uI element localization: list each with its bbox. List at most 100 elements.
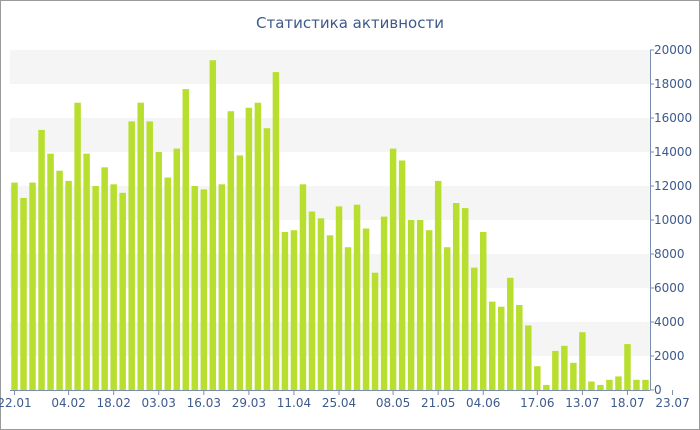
x-tick-label: 11.04 [277,396,311,410]
bar [326,235,334,390]
bar [552,350,559,390]
bar [290,230,298,390]
y-tick-label: 12000 [654,179,692,193]
bar [606,379,613,390]
bar [65,180,72,390]
y-tick-label: 20000 [654,43,692,57]
bar [299,184,307,390]
bar [164,177,171,390]
bar [227,111,235,390]
y-tick-label: 10000 [654,213,692,227]
bar [362,228,370,390]
bar [11,182,18,390]
bar [534,366,541,390]
x-tick-label: 13.07 [565,396,599,410]
y-tick-label: 2000 [654,349,685,363]
y-tick-labels: 0 2000 4000 6000 8000 10000 12000 14000 16000 180… [650,43,692,397]
bar [128,121,135,391]
x-tick-label: 16.03 [187,396,221,410]
x-tick-label: 04.06 [466,396,500,410]
bar [525,325,532,390]
bar [624,344,631,390]
chart-title: Статистика активности [256,14,444,32]
x-tick-labels: 22.01 04.02 18.02 03.03 16.03 29.03 11.04 25.04… [0,390,690,410]
y-tick-label: 8000 [654,247,685,261]
bar [479,231,487,390]
bar [642,379,649,390]
x-tick-label: 04.02 [51,396,85,410]
x-tick-label: 08.05 [376,396,410,410]
bar [543,384,550,390]
bar [434,180,442,390]
bar [173,148,181,390]
bar [317,218,325,390]
y-tick-label: 0 [654,383,662,397]
bar [443,247,451,390]
bar [588,381,595,390]
bar [507,277,514,390]
bar [389,148,397,390]
bar [335,206,343,390]
bar [263,128,271,390]
x-tick-label: 21.05 [421,396,455,410]
bar [20,197,27,390]
bar [218,184,226,390]
bar [425,230,433,390]
bar [74,102,81,390]
bar [489,301,496,390]
x-tick-label: 22.01 [0,396,32,410]
x-tick-label: 17.06 [520,396,554,410]
bar [570,362,577,390]
bar [380,216,388,390]
y-tick-label: 4000 [654,315,685,329]
bar [561,345,568,390]
bar [182,89,190,390]
y-tick-label: 14000 [654,145,692,159]
bar-series [11,60,649,391]
bar [281,231,289,390]
bar [272,72,280,390]
bar [416,220,424,390]
x-tick-label: 25.04 [322,396,356,410]
bar [344,247,352,390]
x-tick-label: 29.03 [232,396,266,410]
bar [498,306,505,390]
bar [579,332,586,390]
bar [615,376,622,390]
bar [452,203,460,390]
y-tick-label: 18000 [654,77,692,91]
bar [209,60,217,390]
bar [633,379,640,390]
x-tick-label: 18.02 [96,396,130,410]
bar [83,153,90,390]
bar [155,152,162,390]
grid-band [10,50,650,84]
bar [245,107,253,391]
bar [461,208,469,390]
bar [254,102,262,390]
bar [29,182,36,390]
bar [308,211,316,390]
bar [398,160,406,390]
bar [353,204,361,390]
x-tick-label: 03.03 [142,396,176,410]
bar [470,267,478,390]
bar [38,129,45,390]
bar [146,121,153,391]
grid-band [10,118,650,152]
bar [56,170,63,390]
x-tick-label: 23.07 [655,396,689,410]
y-tick-label: 16000 [654,111,692,125]
y-tick-label: 6000 [654,281,685,295]
bar [92,186,99,390]
bar [516,305,523,390]
bar [119,192,126,390]
bar [371,272,379,390]
bar [200,189,208,390]
bar [407,220,415,390]
bar [597,384,604,390]
bar [236,155,244,390]
bar [191,186,199,390]
bar [137,102,144,390]
